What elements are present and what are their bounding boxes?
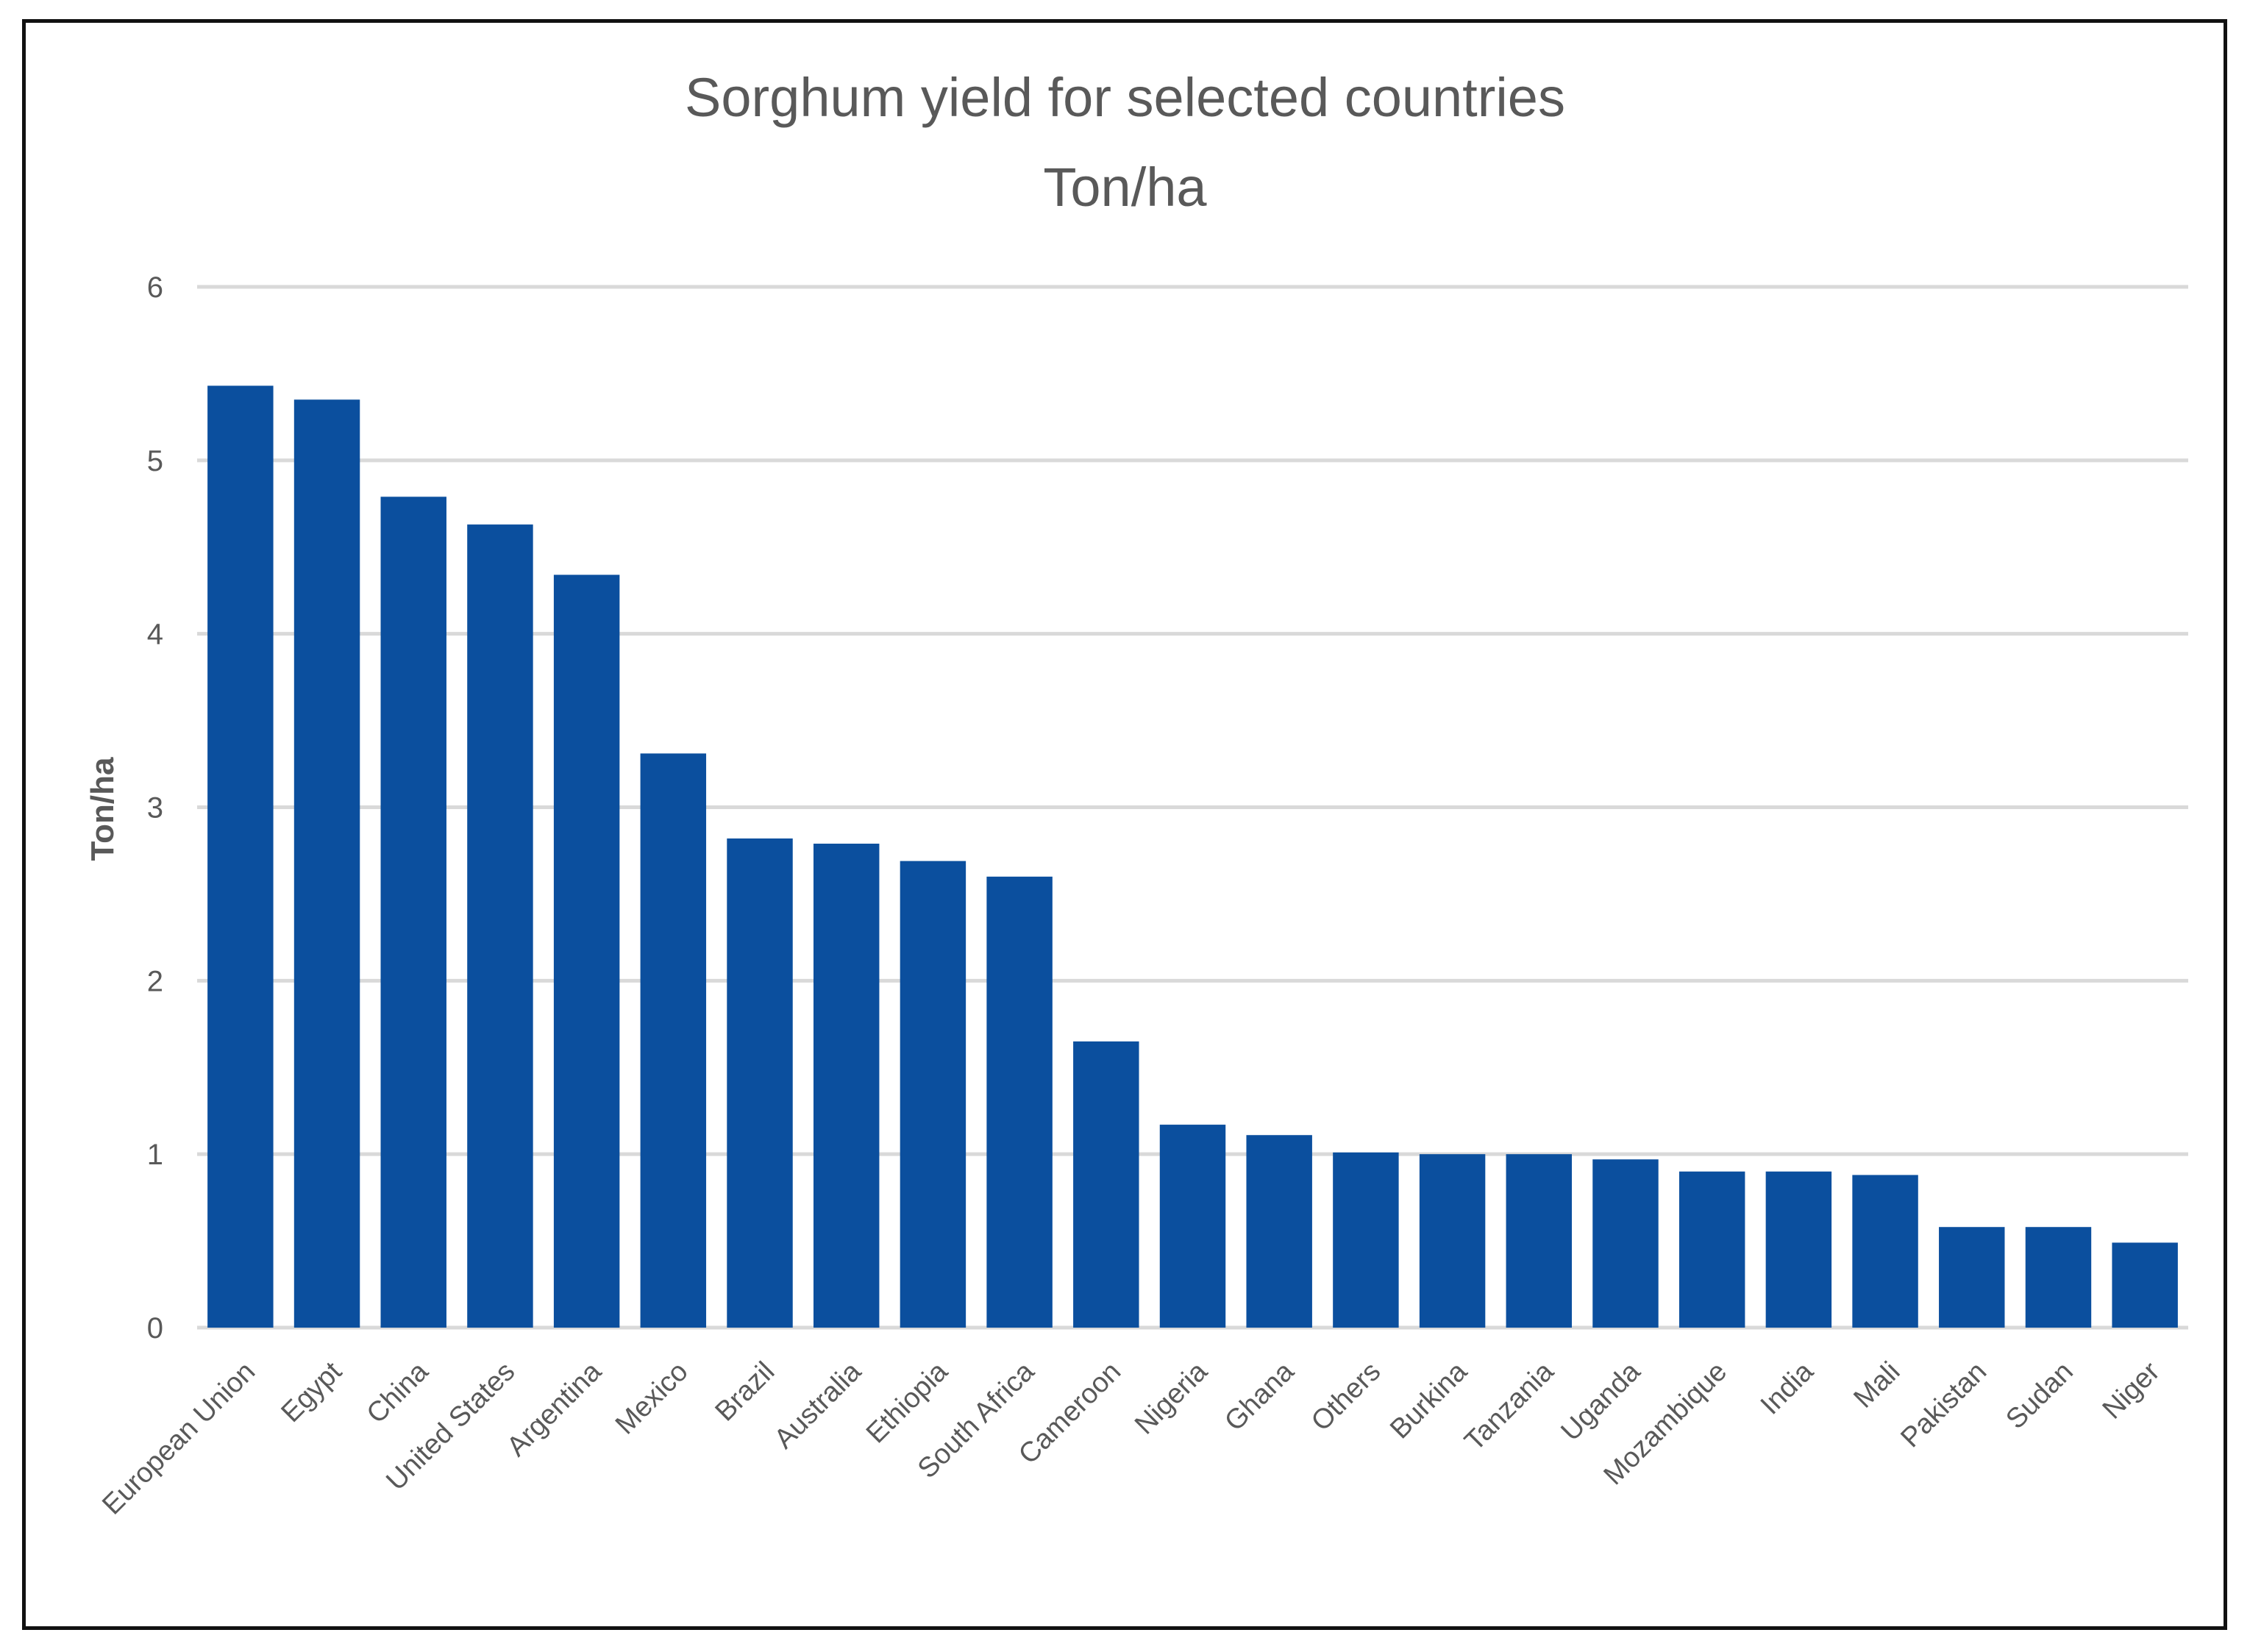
bar-mexico — [640, 753, 707, 1328]
bar-pakistan — [1939, 1227, 2005, 1328]
x-tick-label: Niger — [2097, 1356, 2166, 1425]
bar-argentina — [553, 574, 620, 1328]
bar-egypt — [293, 399, 360, 1328]
bar-india — [1765, 1171, 1832, 1328]
bar-sudan — [2025, 1227, 2092, 1328]
bar-burkina — [1419, 1154, 1486, 1328]
x-tick-label: European Union — [96, 1356, 261, 1521]
bar-european-union — [207, 385, 274, 1328]
x-tick-label: Mexico — [610, 1356, 694, 1441]
x-tick-label: Argentina — [501, 1356, 608, 1462]
y-axis-title: Ton/ha — [85, 757, 121, 861]
bar-china — [380, 496, 446, 1328]
bar-cameroon — [1073, 1041, 1139, 1328]
y-tick-label: 2 — [147, 965, 163, 997]
x-tick-label: Nigeria — [1129, 1356, 1214, 1440]
bar-others — [1333, 1152, 1399, 1328]
bar-south-africa — [986, 876, 1053, 1328]
bar-ghana — [1246, 1135, 1312, 1328]
bar-australia — [813, 844, 880, 1328]
chart-title: Sorghum yield for selected countries — [685, 67, 1565, 128]
x-tick-label: China — [361, 1356, 435, 1430]
x-tick-label: Mali — [1848, 1356, 1906, 1414]
chart-subtitle: Ton/ha — [1043, 157, 1207, 218]
bar-brazil — [727, 838, 793, 1328]
bar-united-states — [467, 524, 533, 1328]
x-tick-label: Pakistan — [1895, 1356, 1993, 1454]
x-tick-label: Tanzania — [1459, 1356, 1560, 1457]
x-tick-label: Egypt — [275, 1356, 348, 1428]
bar-nigeria — [1159, 1125, 1226, 1328]
x-tick-label: Burkina — [1384, 1356, 1473, 1445]
bar-mozambique — [1678, 1171, 1745, 1328]
bar-mali — [1852, 1175, 1918, 1328]
y-tick-label: 4 — [147, 619, 163, 651]
y-tick-label: 0 — [147, 1312, 163, 1345]
y-tick-label: 6 — [147, 271, 163, 304]
y-tick-label: 3 — [147, 792, 163, 825]
y-tick-label: 1 — [147, 1139, 163, 1171]
x-tick-label: Brazil — [709, 1356, 780, 1428]
x-tick-label: Australia — [769, 1356, 868, 1455]
bar-tanzania — [1506, 1154, 1573, 1328]
y-tick-label: 5 — [147, 445, 163, 477]
x-tick-label: Others — [1306, 1356, 1386, 1437]
bar-ethiopia — [900, 861, 966, 1328]
bar-niger — [2112, 1242, 2178, 1328]
bar-uganda — [1592, 1159, 1659, 1328]
x-tick-label: Ghana — [1219, 1356, 1300, 1437]
x-tick-label: Sudan — [2000, 1356, 2079, 1435]
x-tick-label: India — [1755, 1356, 1820, 1421]
